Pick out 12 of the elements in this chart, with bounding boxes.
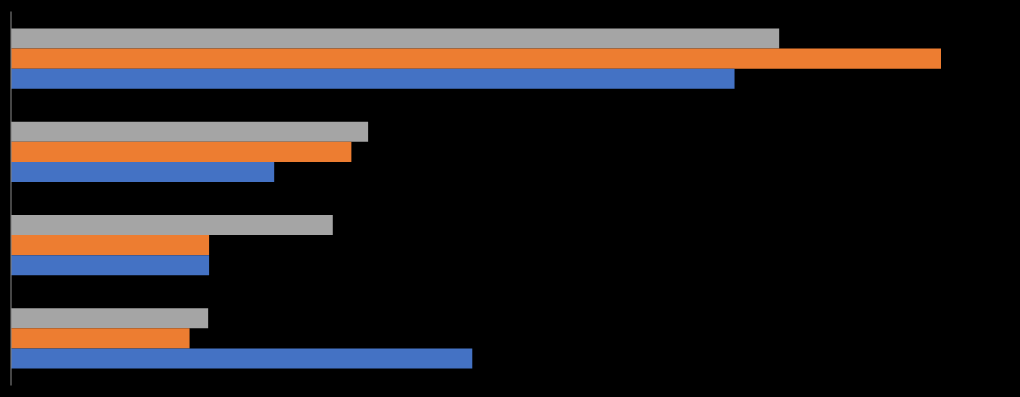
bar [11,48,941,69]
bar [11,308,209,329]
bar [11,328,190,349]
bar [11,235,210,256]
bar [11,141,352,162]
bar [11,161,275,182]
bar [11,121,369,142]
bar [11,28,780,49]
bar [11,255,210,276]
bar [11,348,473,369]
bar [11,68,735,89]
bar [11,215,333,236]
